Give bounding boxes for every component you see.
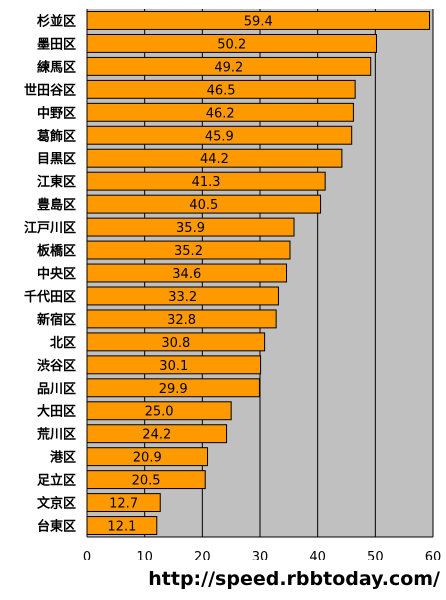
bar-value-label: 49.2 [214, 60, 243, 75]
bar [86, 11, 431, 30]
category-label: 豊島区 [37, 197, 76, 213]
bar [86, 171, 326, 191]
bar-value-label: 33.2 [168, 290, 197, 305]
bar [86, 355, 262, 375]
x-tick-label: 30 [252, 550, 269, 560]
x-tick-label: 60 [425, 550, 442, 560]
bar-value-label: 35.2 [174, 244, 203, 259]
x-tick-label: 40 [309, 550, 326, 560]
bar-value-label: 46.5 [207, 83, 236, 98]
bar [86, 56, 372, 76]
bar [86, 217, 295, 237]
category-label: 渋谷区 [37, 358, 76, 374]
bar-value-label: 12.1 [107, 520, 136, 535]
x-tick-label: 20 [194, 550, 211, 560]
x-tick-label: 50 [367, 550, 384, 560]
category-label: 荒川区 [36, 427, 76, 443]
bar-value-label: 25.0 [145, 405, 174, 420]
bar [86, 240, 291, 260]
category-label: 板橋区 [37, 243, 76, 259]
category-label: 目黒区 [37, 151, 76, 167]
category-label: 練馬区 [37, 59, 76, 75]
bar [86, 33, 377, 53]
bar-value-label: 46.2 [206, 106, 235, 121]
bar-value-label: 40.5 [189, 198, 218, 213]
bar [86, 194, 322, 214]
bar-value-label: 34.6 [172, 267, 201, 282]
category-label: 足立区 [37, 473, 76, 489]
bar-value-label: 59.4 [244, 14, 273, 29]
bar-value-label: 29.9 [159, 382, 188, 397]
bar [86, 286, 279, 306]
x-tick-label: 10 [136, 550, 153, 560]
category-label: 杉並区 [37, 13, 76, 29]
category-label: 世田谷区 [24, 82, 76, 98]
bar [86, 470, 206, 490]
bar-value-label: 30.1 [159, 359, 188, 374]
bar-value-label: 41.3 [192, 175, 221, 190]
bar-value-label: 50.2 [217, 37, 246, 52]
bar-value-label: 44.2 [200, 152, 229, 167]
bar-value-label: 12.7 [109, 497, 138, 512]
bar-value-label: 24.2 [142, 428, 171, 443]
category-label: 北区 [50, 336, 76, 351]
category-label: 江戸川区 [24, 220, 76, 236]
bar [86, 447, 209, 467]
bar-value-label: 45.9 [205, 129, 234, 144]
category-label: 文京区 [37, 496, 76, 512]
bar [86, 332, 266, 352]
category-label: 中央区 [37, 266, 76, 282]
bar-value-label: 32.8 [167, 313, 196, 328]
bar-value-label: 20.9 [133, 451, 162, 466]
category-label: 新宿区 [37, 312, 76, 328]
bar [86, 378, 260, 398]
category-label: 墨田区 [37, 37, 76, 52]
x-axis-tick-labels: 0 10 20 30 40 50 60 [83, 550, 441, 560]
bar [86, 125, 353, 145]
category-label: 大田区 [37, 404, 76, 420]
category-label: 中野区 [37, 105, 76, 121]
bar [86, 401, 232, 421]
bar [86, 309, 277, 329]
category-label: 港区 [50, 450, 76, 466]
bar-value-label: 30.8 [161, 336, 190, 351]
category-label: 江東区 [37, 174, 76, 190]
bar [86, 516, 158, 535]
bar-value-label: 20.5 [132, 474, 161, 489]
category-labels: 杉並区墨田区練馬区世田谷区中野区葛飾区目黒区江東区豊島区江戸川区板橋区中央区千代… [24, 13, 76, 534]
bar [86, 102, 354, 122]
category-label: 葛飾区 [36, 128, 76, 144]
source-url: http://speed.rbbtoday.com/ [148, 568, 440, 590]
bar-chart: 59.4 50.2 49.2 46.5 46.2 45.9 44.2 41.3 40.5 35.9… [24, 9, 441, 560]
category-label: 台東区 [37, 519, 76, 535]
bar-value-label: 35.9 [176, 221, 205, 236]
category-label: 千代田区 [24, 289, 76, 305]
bar [86, 493, 161, 513]
bar [86, 79, 356, 99]
bar [86, 424, 228, 444]
bar [86, 263, 288, 283]
x-tick-label: 0 [83, 550, 91, 560]
bars: 59.4 50.2 49.2 46.5 46.2 45.9 44.2 41.3 40.5 35.9… [86, 11, 431, 535]
bar [86, 148, 343, 168]
category-label: 品川区 [37, 382, 76, 397]
